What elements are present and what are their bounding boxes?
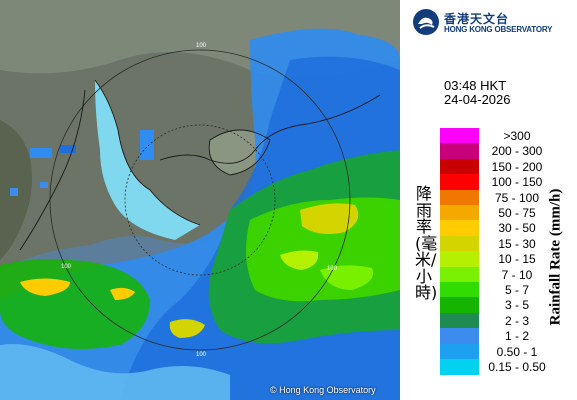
legend-label: 150 - 200: [491, 159, 543, 174]
legend-row: 7 - 10: [440, 266, 577, 284]
legend-label: 15 - 30: [498, 236, 536, 251]
range-label: 100: [196, 43, 207, 49]
echo: [10, 188, 18, 196]
legend-row: 150 - 200: [440, 158, 577, 176]
legend-swatch: [440, 158, 479, 175]
legend-label: 2 - 3: [504, 313, 529, 328]
legend-swatch: [440, 359, 479, 375]
legend-swatch: [440, 251, 479, 268]
legend-label: 3 - 5: [504, 298, 529, 313]
observatory-emblem-icon: [413, 9, 439, 35]
logo-chinese-name: 香港天文台: [444, 12, 510, 26]
observatory-logo: 香港天文台 HONG KONG OBSERVATORY: [412, 8, 572, 38]
legend-swatch: [440, 328, 479, 345]
rain-cell-yellow-2: [20, 278, 70, 296]
legend-swatch: [440, 235, 479, 252]
legend-row: 10 - 15: [440, 251, 577, 268]
rain-cell-yellow-3: [169, 319, 205, 338]
legend-row: 30 - 50: [440, 220, 577, 237]
legend-row: 0.15 - 0.50: [440, 359, 577, 376]
rain-cell-yellow-1: [300, 203, 359, 234]
legend-label: 10 - 15: [498, 252, 536, 267]
range-label: 100: [327, 266, 338, 272]
legend-label: 50 - 75: [498, 206, 536, 220]
legend-swatch: [440, 205, 479, 221]
legend-label: >300: [503, 129, 531, 143]
legend-row: 50 - 75: [440, 205, 577, 222]
rain-cell-green: [320, 265, 374, 290]
legend-row: 1 - 2: [440, 328, 577, 345]
copyright-notice: © Hong Kong Observatory: [270, 385, 376, 395]
legend-label: 100 - 150: [491, 175, 543, 190]
estuary-rain: [95, 80, 200, 240]
rain-cell-lime: [280, 250, 319, 270]
legend-row: 75 - 100: [440, 189, 577, 207]
legend-swatch: [440, 143, 479, 160]
legend-label: 1 - 2: [504, 329, 529, 344]
legend-swatch: [440, 343, 479, 360]
legend-swatch: [440, 220, 479, 237]
legend-row: 5 - 7: [440, 282, 577, 299]
legend-title-english: Rainfall Rate (mm/h): [547, 188, 564, 326]
range-label: 100: [61, 264, 72, 270]
legend-label: 75 - 100: [494, 190, 540, 205]
legend-swatch: [440, 189, 479, 206]
range-label: 100: [196, 352, 207, 358]
legend-label: 5 - 7: [504, 283, 529, 297]
echo: [140, 130, 154, 160]
legend-row: 2 - 3: [440, 312, 577, 330]
rain-cell-yellow-4: [110, 287, 135, 300]
rain-area-south: [0, 344, 230, 400]
legend-row: 3 - 5: [440, 297, 577, 314]
coastlines: [19, 79, 381, 251]
echo: [30, 148, 52, 158]
legend-swatch: [440, 128, 479, 144]
legend-swatch: [440, 282, 479, 298]
legend-row: >300: [440, 128, 577, 145]
info-panel: [400, 0, 577, 400]
legend-row: 0.50 - 1: [440, 343, 577, 361]
legend-swatch: [440, 174, 479, 191]
legend-label: 30 - 50: [498, 221, 536, 236]
observation-date: 24-04-2026: [444, 92, 511, 107]
echo: [40, 182, 48, 188]
legend-swatch: [440, 266, 479, 283]
radar-map: 100 100 100 100: [0, 0, 400, 400]
legend-label: 0.50 - 1: [496, 344, 538, 359]
legend-swatch: [440, 312, 479, 329]
logo-english-name: HONG KONG OBSERVATORY: [444, 25, 553, 34]
legend-label: 200 - 300: [491, 144, 543, 159]
legend-row: 100 - 150: [440, 174, 577, 191]
legend-row: 15 - 30: [440, 235, 577, 253]
legend-label: 7 - 10: [501, 267, 533, 282]
observation-time: 03:48 HKT: [444, 78, 507, 93]
legend-row: 200 - 300: [440, 143, 577, 160]
echo: [60, 145, 76, 153]
legend-label: 0.15 - 0.50: [488, 360, 546, 374]
legend-title-chinese: 降雨率(毫米/小時): [415, 184, 438, 302]
legend-swatch: [440, 297, 479, 314]
